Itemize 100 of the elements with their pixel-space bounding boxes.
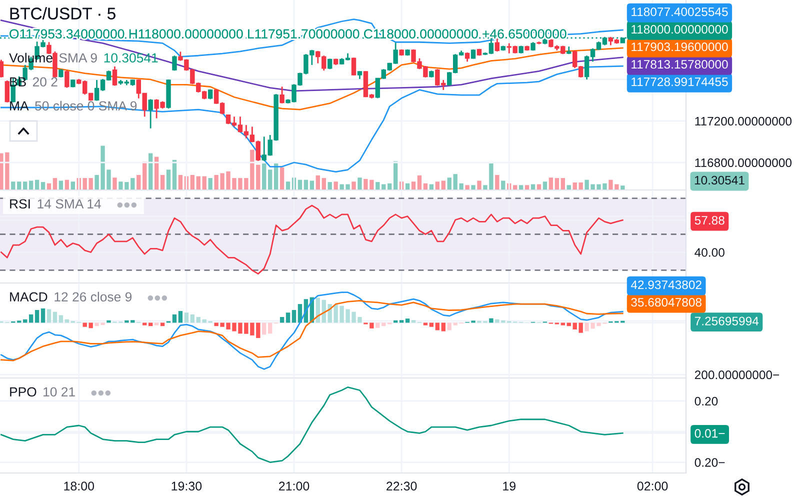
x-tick-label: 18:00 <box>64 482 94 491</box>
bar <box>190 174 195 190</box>
bar <box>202 176 206 190</box>
bar <box>142 162 147 190</box>
bar <box>196 317 200 323</box>
bar <box>148 322 153 326</box>
y-tick-label: 57.88 <box>694 216 724 225</box>
bar <box>154 156 159 190</box>
bar <box>34 310 40 323</box>
bar <box>358 178 362 190</box>
bar <box>46 309 52 323</box>
bar <box>280 167 284 190</box>
candlestick <box>464 52 470 62</box>
x-tick-label: 02:00 <box>637 482 668 491</box>
bar <box>28 180 34 190</box>
data-label: 42.93743802 <box>630 280 702 290</box>
bar <box>560 322 565 326</box>
data-label: 35.68047808 <box>631 298 702 307</box>
data-label: 117903.19600000 <box>632 42 728 52</box>
candlestick <box>4 80 10 104</box>
bar <box>40 182 46 190</box>
text: 10.30541 <box>694 176 744 185</box>
bar <box>268 322 272 334</box>
bar <box>292 310 296 323</box>
bar <box>178 174 183 190</box>
x-tick-label: 19 <box>503 482 516 491</box>
bar <box>393 161 398 190</box>
bar <box>58 315 64 323</box>
bar <box>411 182 416 190</box>
bar <box>554 178 560 190</box>
y-tick-label: 116800.00000000 <box>695 158 792 168</box>
chart-title: BTC/USDT · 5 <box>10 7 116 20</box>
data-label: 118077.40025545 <box>632 8 728 16</box>
bar <box>112 178 117 190</box>
bar <box>268 170 272 190</box>
bar <box>495 174 500 190</box>
text: RSI 14 SMA 14 <box>10 199 101 209</box>
candlestick <box>0 59 4 78</box>
y-tick-label: 40.00 <box>694 248 724 257</box>
text: PPO 10 21 <box>10 387 75 397</box>
bar <box>196 176 200 190</box>
x-tick-label: 22:30 <box>386 482 417 491</box>
x-tick-label: 21:00 <box>278 482 310 491</box>
bar <box>435 322 440 330</box>
bar <box>566 322 571 326</box>
text: MACD 12 26 close 9 <box>10 292 132 302</box>
bar <box>17 182 22 190</box>
bar <box>423 322 428 326</box>
bar <box>190 314 195 323</box>
candlestick <box>351 57 356 76</box>
bar <box>316 175 320 190</box>
data-label: 117728.99174455 <box>632 78 728 86</box>
bar <box>286 182 290 190</box>
candlestick <box>112 66 118 86</box>
candlestick <box>494 38 500 52</box>
bar <box>560 178 565 190</box>
bar <box>58 180 64 190</box>
bar <box>441 322 446 332</box>
bar <box>28 314 34 323</box>
candlestick <box>172 54 177 72</box>
bar <box>52 312 58 323</box>
y-tick-label: 7.25695994 <box>694 316 759 326</box>
bar <box>160 322 165 326</box>
bar <box>136 174 141 190</box>
bar <box>620 186 625 190</box>
bar <box>280 317 284 323</box>
bar <box>536 184 542 190</box>
bar <box>52 178 58 190</box>
bar <box>399 320 404 323</box>
bar <box>477 180 482 190</box>
bar <box>465 185 470 190</box>
data-label: 117813.15780000 <box>632 60 728 69</box>
x-tick-label: 19:30 <box>172 482 202 491</box>
bar <box>334 182 338 190</box>
bar <box>542 182 548 190</box>
ref-line-label: 118000.00000000 <box>632 25 728 34</box>
y-tick-label: 0.01− <box>694 429 725 438</box>
bar <box>166 170 171 190</box>
bar <box>441 180 446 190</box>
bar <box>23 182 28 190</box>
bar <box>435 182 440 190</box>
bar <box>411 320 416 323</box>
bar <box>471 185 476 190</box>
bar <box>417 175 422 190</box>
candlestick <box>327 58 332 70</box>
bar <box>208 178 212 190</box>
bar <box>262 322 266 335</box>
y-tick-label: 0.20− <box>694 458 725 467</box>
bar <box>184 312 189 323</box>
bar <box>429 184 434 190</box>
bar <box>530 184 536 190</box>
bar <box>322 178 326 190</box>
bar <box>172 160 177 190</box>
bar <box>160 174 165 190</box>
bar <box>429 322 434 327</box>
bar <box>40 308 46 323</box>
bar <box>286 312 290 323</box>
y-tick-label: 200.00000000− <box>694 370 780 380</box>
bar <box>352 182 356 190</box>
bar <box>310 180 314 190</box>
